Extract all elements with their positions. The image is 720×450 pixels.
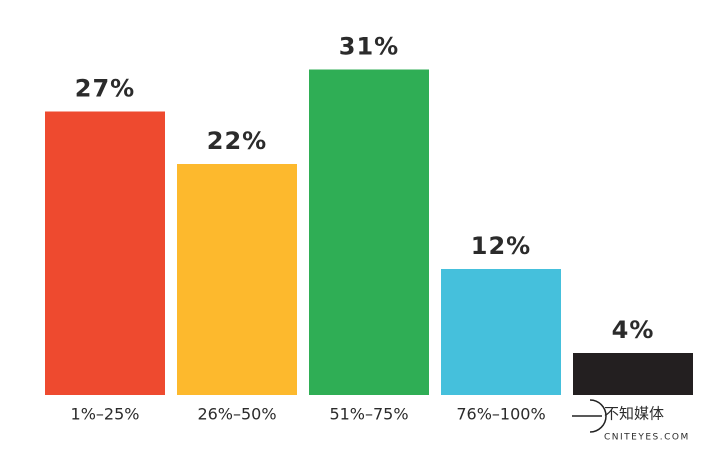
bar (573, 353, 693, 395)
category-label: 1%–25% (71, 405, 140, 424)
watermark-url: CNITEYES.COM (604, 433, 690, 443)
value-label: 4% (612, 316, 655, 344)
category-label: 26%–50% (197, 405, 276, 424)
watermark-text: 不知媒体 (604, 405, 664, 423)
category-label: 76%–100% (456, 405, 545, 424)
value-label: 12% (471, 232, 531, 260)
bar (441, 269, 561, 395)
value-label: 31% (339, 33, 399, 61)
bar (177, 164, 297, 395)
value-label: 27% (75, 75, 135, 103)
bar (45, 111, 165, 395)
category-label: 51%–75% (329, 405, 408, 424)
watermark-icon (572, 399, 607, 433)
value-label: 22% (207, 127, 267, 155)
bar (309, 69, 429, 395)
